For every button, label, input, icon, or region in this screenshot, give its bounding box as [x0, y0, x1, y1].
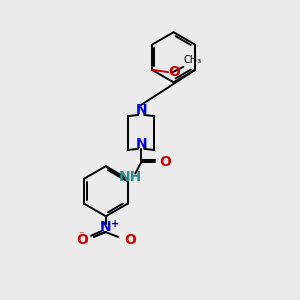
Text: CH₃: CH₃ — [183, 55, 202, 65]
Text: ⁻: ⁻ — [78, 230, 84, 240]
Text: N: N — [135, 137, 147, 151]
Text: O: O — [159, 155, 171, 170]
Text: O: O — [169, 65, 181, 79]
Text: N: N — [100, 220, 112, 234]
Text: +: + — [111, 220, 119, 230]
Text: O: O — [124, 233, 136, 248]
Text: O: O — [76, 233, 88, 248]
Text: N: N — [135, 103, 147, 117]
Text: NH: NH — [118, 170, 142, 184]
